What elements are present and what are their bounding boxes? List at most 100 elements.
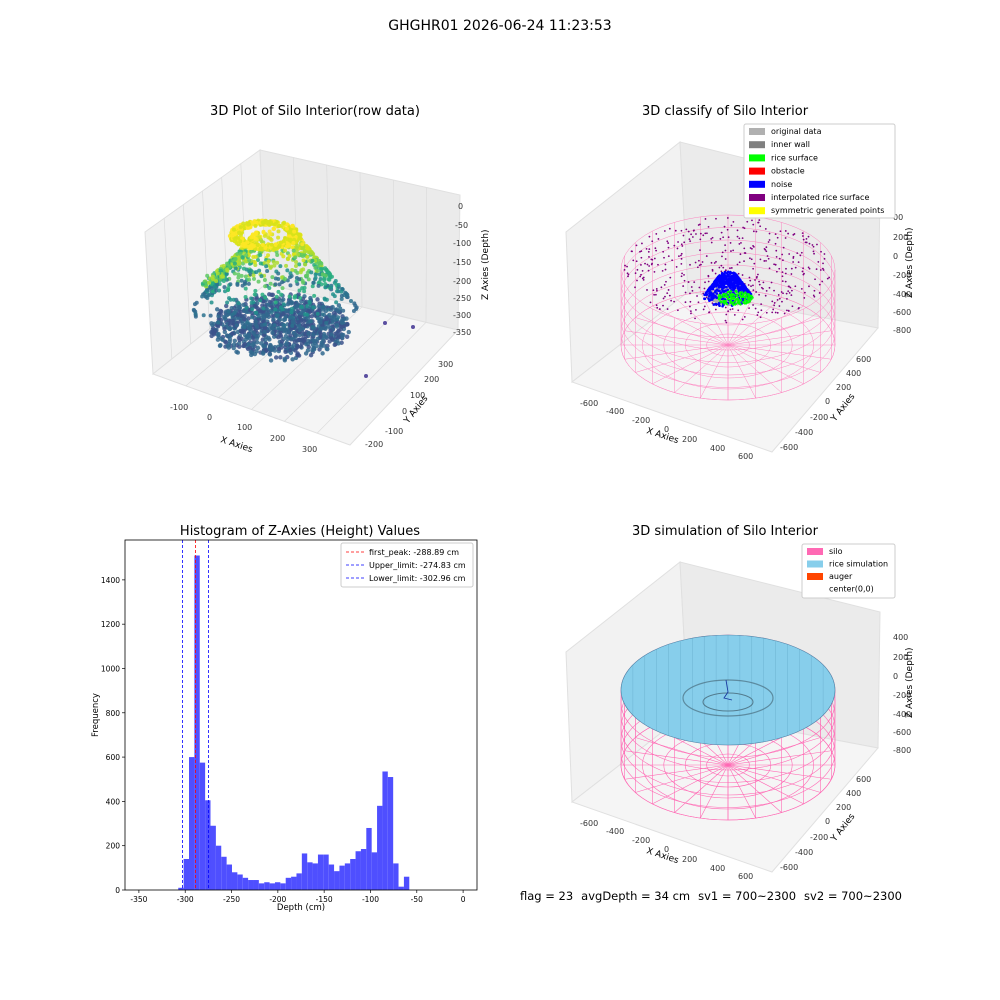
plot1-ztick: -50 — [455, 221, 468, 230]
plot1-point — [237, 230, 242, 235]
plot2-ztick: -400 — [893, 290, 911, 299]
plot2-interpolated-point — [668, 294, 671, 297]
plot2-rice-point — [726, 297, 730, 301]
plot2-interpolated-point — [767, 257, 770, 260]
histogram-ytick-label: 400 — [106, 797, 121, 806]
plot2-interpolated-point — [694, 317, 696, 320]
plot4-title: 3D simulation of Silo Interior — [632, 524, 818, 539]
plot4-xtick: 600 — [738, 872, 753, 881]
plot2-interpolated-point — [651, 240, 654, 243]
histogram-xtick-label: -250 — [223, 895, 240, 904]
plot2-interpolated-point — [770, 281, 773, 284]
plot1-point — [240, 261, 245, 266]
plot2-interpolated-point — [689, 292, 691, 295]
plot1-point — [275, 313, 280, 318]
plot2-interpolated-point — [725, 313, 728, 316]
plot2-noise-point — [707, 294, 711, 298]
plot2-interpolated-point — [778, 257, 781, 260]
plot1-point — [236, 301, 241, 306]
plot2-noise-point — [710, 296, 713, 300]
plot1-point — [254, 349, 259, 354]
silo-floor-spoke — [674, 764, 729, 813]
plot1-point — [247, 269, 252, 274]
plot2-interpolated-point — [750, 258, 753, 261]
plot2-rice-point — [745, 301, 748, 304]
histogram-ytick-label: 800 — [106, 709, 121, 718]
plot2-interpolated-point — [805, 237, 808, 240]
plot2-interpolated-point — [627, 273, 630, 276]
plot2-interpolated-point — [741, 274, 744, 276]
plot1-point — [245, 320, 250, 325]
plot2-rice-point — [740, 296, 743, 299]
plot1-point — [276, 277, 281, 282]
plot2-interpolated-point — [720, 264, 723, 267]
plot1-ztick: 0 — [458, 202, 463, 211]
plot1-point — [264, 311, 270, 316]
plot2-interpolated-point — [801, 232, 804, 235]
plot2-interpolated-point — [764, 228, 767, 230]
silo-floor-spoke — [727, 764, 804, 805]
plot2-interpolated-point — [760, 303, 763, 306]
plot4-xtick: -600 — [580, 819, 598, 828]
plot2-interpolated-point — [707, 280, 710, 283]
plot1-point — [281, 317, 287, 322]
plot1-point — [226, 345, 231, 350]
plot4-xtick: 400 — [710, 864, 725, 873]
plot1-point — [332, 294, 337, 299]
plot2-interpolated-point — [640, 273, 642, 276]
plot2-interpolated-point — [781, 280, 784, 282]
plot4-ytick: 400 — [846, 789, 861, 798]
plot2-interpolated-point — [791, 305, 794, 308]
plot1-point — [203, 294, 208, 299]
plot2-interpolated-point — [711, 302, 714, 305]
plot2-interpolated-point — [741, 237, 744, 240]
plot2-interpolated-point — [655, 304, 658, 307]
plot1-ytick: 100 — [410, 391, 425, 400]
plot2-interpolated-point — [724, 258, 727, 260]
plot1-point — [291, 330, 296, 335]
plot1-point — [254, 237, 259, 242]
plot1-point — [283, 248, 288, 253]
plot1-point — [241, 302, 246, 308]
plot2-interpolated-point — [759, 258, 762, 261]
plot1-point — [326, 307, 331, 312]
plot2-interpolated-point — [704, 218, 707, 220]
histogram-bar — [269, 883, 275, 890]
plot2-interpolated-point — [764, 294, 767, 297]
histogram-bar — [183, 858, 190, 890]
plot1-point — [302, 289, 307, 294]
plot2-interpolated-point — [676, 309, 679, 312]
plot2-interpolated-point — [681, 272, 683, 275]
plot2-ytick: -200 — [810, 413, 828, 422]
plot2-noise-point — [713, 290, 717, 294]
plot1-point — [341, 308, 346, 313]
silo-floor-spoke — [727, 737, 821, 766]
plot2-noise-point — [710, 292, 713, 295]
plot2-interpolated-point — [787, 290, 790, 293]
silo-floor-spoke — [727, 344, 756, 399]
plot1-point — [321, 337, 326, 343]
plot1-point — [214, 307, 220, 312]
silo-floor-spoke — [727, 344, 821, 373]
plot2-interpolated-point — [823, 253, 826, 255]
plot1-point — [321, 333, 327, 338]
plot2-interpolated-point — [774, 263, 777, 266]
plot2-ytick: 0 — [825, 397, 830, 406]
plot2-interpolated-point — [729, 308, 732, 311]
plot1-point — [236, 311, 242, 316]
plot2-interpolated-point — [702, 234, 705, 237]
plot2-ztick: -800 — [893, 326, 911, 335]
plot2-rice-point — [722, 295, 726, 299]
plot1-point — [232, 261, 237, 266]
plot1-point — [316, 303, 322, 309]
plot2-interpolated-point — [724, 319, 727, 322]
plot1-point — [294, 303, 300, 308]
plot1-point — [250, 233, 255, 238]
plot2-interpolated-point — [639, 275, 642, 278]
plot1-ztick: -150 — [453, 258, 471, 267]
plot2-interpolated-point — [711, 268, 714, 271]
plot2-interpolated-point — [715, 260, 717, 263]
plot1-point — [209, 286, 214, 291]
plot1-point — [235, 350, 241, 355]
plot1-ytick: -100 — [385, 427, 403, 436]
